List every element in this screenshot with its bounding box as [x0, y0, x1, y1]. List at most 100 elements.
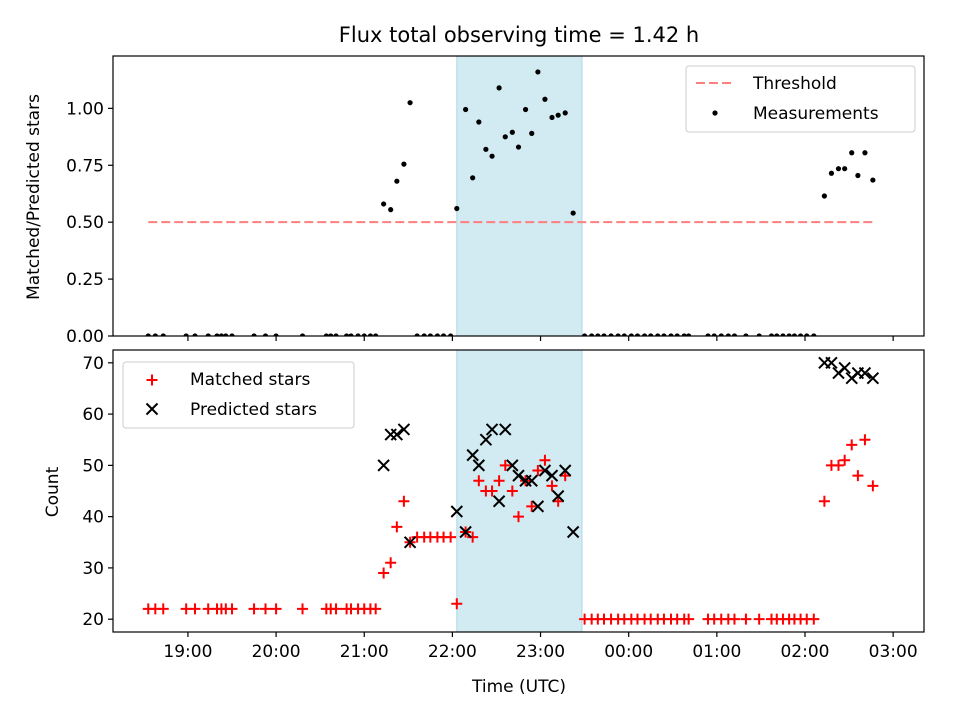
measurement-point	[718, 333, 724, 336]
predicted-star-point	[377, 459, 390, 472]
measurement-point	[496, 85, 502, 91]
measurement-point	[476, 119, 482, 125]
top-y-tick-label: 0.75	[66, 156, 104, 176]
bottom-data-layer	[142, 356, 880, 625]
bottom-y-tick-label: 70	[82, 354, 104, 374]
predicted-star-point	[390, 428, 404, 441]
measurement-point	[367, 333, 374, 336]
x-tick-label: 22:00	[428, 642, 477, 662]
top-axes-frame	[112, 55, 925, 337]
measurement-point	[674, 333, 680, 336]
measurement-point	[214, 333, 220, 336]
measurement-point	[731, 333, 738, 336]
predicted-star-point	[838, 361, 851, 375]
measurement-point	[549, 114, 555, 121]
bottom-y-tick-label: 60	[82, 405, 104, 425]
matched-star-point	[867, 480, 879, 492]
predicted-star-point	[559, 464, 572, 477]
measurement-point	[421, 333, 427, 336]
matched-star-point	[486, 485, 498, 497]
bottom-axes-frame	[112, 349, 925, 633]
matched-star-point	[818, 495, 830, 507]
predicted-star-point	[466, 448, 479, 462]
measurement-point	[582, 333, 588, 336]
measurement-point	[774, 333, 780, 336]
legend-box	[122, 361, 355, 429]
legend-box	[685, 65, 916, 133]
matched-star-point	[499, 459, 511, 471]
matched-star-point	[157, 603, 169, 615]
measurement-point	[621, 333, 627, 336]
measurement-point	[522, 106, 529, 113]
top-legend: Threshold Measurements	[685, 65, 916, 133]
measurement-point	[273, 333, 279, 336]
matched-star-point	[378, 567, 390, 579]
measurement-point	[355, 333, 361, 336]
measurement-point	[229, 333, 235, 336]
measurement-point	[434, 333, 440, 336]
measurement-point	[555, 112, 561, 118]
x-tick-label: 21:00	[340, 642, 389, 662]
measurement-point	[529, 130, 535, 136]
measurement-point	[152, 333, 158, 336]
top-y-tick-label: 0.00	[66, 327, 104, 347]
matched-star-point	[189, 603, 201, 615]
top-y-tick-label: 0.25	[66, 270, 104, 290]
matched-star-point	[513, 511, 524, 523]
bottom-y-tick-label: 40	[82, 508, 104, 528]
measurement-point	[768, 333, 775, 336]
measurement-point	[756, 333, 762, 336]
matched-star-point	[532, 464, 544, 476]
matched-star-point	[852, 470, 864, 482]
matched-star-point	[832, 459, 844, 471]
matched-star-point	[526, 500, 538, 512]
x-tick-label: 02:00	[780, 642, 829, 662]
predicted-star-point	[506, 459, 519, 472]
legend-measurement-label: Measurements	[753, 104, 879, 124]
measurement-point	[648, 333, 654, 336]
matched-star-point	[683, 613, 695, 625]
matched-star-point	[740, 613, 752, 625]
measurement-point	[562, 110, 568, 116]
measurement-point	[333, 333, 339, 336]
matched-star-point	[260, 603, 272, 615]
measurement-point	[668, 333, 674, 336]
measurement-point	[381, 201, 387, 207]
matched-star-point	[391, 521, 403, 533]
matched-star-point	[270, 603, 282, 615]
measurement-point	[344, 333, 350, 336]
predicted-star-point	[512, 469, 525, 482]
x-tick-label: 01:00	[692, 642, 741, 662]
predicted-star-point	[566, 525, 580, 539]
matched-star-point	[808, 613, 820, 625]
measurement-point	[835, 166, 842, 172]
matched-star-point	[398, 495, 410, 507]
top-y-tick-label: 0.50	[66, 213, 104, 233]
x-axis-label: Time (UTC)	[471, 677, 566, 697]
chart-title: Flux total observing time = 1.42 h	[339, 23, 699, 47]
measurement-point	[262, 333, 269, 336]
measurement-point	[828, 170, 835, 176]
measurement-point	[786, 333, 792, 336]
bottom-y-tick-label: 50	[82, 456, 104, 476]
top-shaded-region	[456, 55, 583, 337]
measurement-point	[502, 134, 508, 140]
matched-star-point	[539, 454, 551, 466]
legend-predicted-label: Predicted stars	[190, 400, 317, 420]
matched-star-point	[467, 531, 479, 543]
measurement-point	[440, 333, 447, 336]
measurement-point	[711, 333, 717, 336]
measurement-point	[804, 333, 810, 336]
measurement-point	[323, 333, 329, 336]
measurement-point	[681, 333, 687, 336]
measurement-point	[145, 333, 151, 336]
measurement-point	[595, 333, 601, 336]
predicted-star-point	[492, 495, 506, 508]
measurement-point	[515, 144, 522, 150]
matched-star-point	[493, 475, 505, 487]
measurement-point	[463, 106, 469, 113]
bottom-y-axis-label: Count	[43, 466, 63, 517]
measurement-point	[348, 333, 354, 336]
measurement-point	[797, 333, 804, 336]
